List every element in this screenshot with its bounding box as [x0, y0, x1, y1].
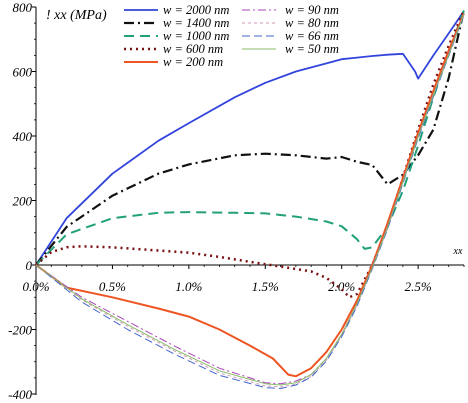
- axes: -400 -200 0 200 400 600 800 0.0% 0.5% 1.0% 1.5% 2.0…: [8, 0, 465, 402]
- x-tick-label: 0.5%: [99, 279, 126, 294]
- y-tick-label: -400: [8, 387, 32, 402]
- x-tick-label: 2.0%: [328, 279, 355, 294]
- y-tick-label: 800: [13, 0, 33, 15]
- legend-label-2: w = 1000 nm: [163, 29, 229, 43]
- series-line-2: [35, 9, 465, 266]
- x-tick-label: 1.5%: [252, 279, 279, 294]
- series-layer: [35, 9, 466, 389]
- legend-label-3: w = 600 nm: [163, 42, 223, 56]
- series-line-0: [35, 10, 465, 266]
- legend-label-7: w = 66 nm: [285, 29, 339, 43]
- x-tick-label: 0.0%: [22, 279, 49, 294]
- legend-label-6: w = 80 nm: [285, 16, 339, 30]
- series-line-7: [35, 14, 465, 389]
- y-tick-label: -200: [8, 323, 32, 338]
- legend-label-1: w = 1400 nm: [163, 16, 229, 30]
- series-line-8: [35, 13, 465, 386]
- y-tick-label: 0: [26, 258, 33, 273]
- y-tick-label: 400: [13, 129, 33, 144]
- x-axis-label: xx: [453, 246, 463, 257]
- series-line-4: [35, 13, 465, 378]
- x-tick-label: 2.5%: [405, 279, 432, 294]
- legend-label-5: w = 90 nm: [285, 3, 339, 17]
- legend-label-8: w = 50 nm: [285, 42, 339, 56]
- legend-label-0: w = 2000 nm: [163, 3, 229, 17]
- x-tick-label: 1.0%: [175, 279, 202, 294]
- series-line-1: [35, 9, 466, 266]
- legend-label-4: w = 200 nm: [163, 55, 223, 69]
- y-tick-label: 600: [13, 65, 33, 80]
- legend: w = 2000 nmw = 1400 nmw = 1000 nmw = 600…: [124, 3, 339, 69]
- y-tick-label: 200: [13, 194, 33, 209]
- y-axis-label: ! xx (MPa): [46, 8, 107, 23]
